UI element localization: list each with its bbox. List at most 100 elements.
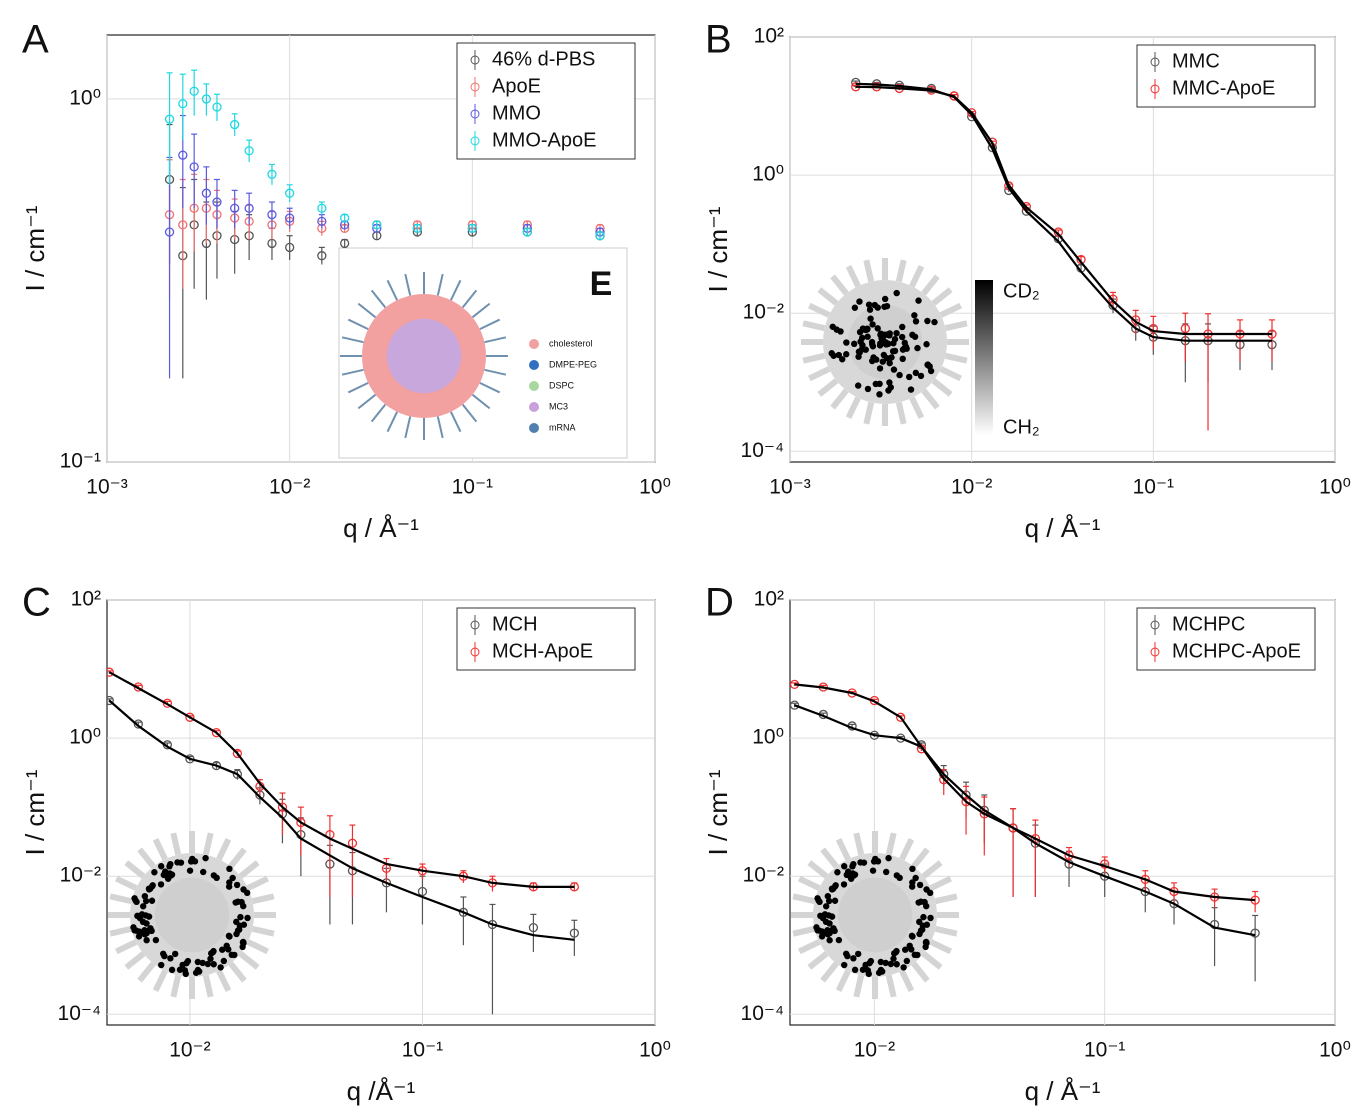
plot-layer <box>164 69 605 379</box>
x-tick-label: 10⁻² <box>854 1039 895 1062</box>
peg-chain <box>899 838 915 861</box>
inset-dot <box>877 958 885 966</box>
inset-dot <box>151 869 158 876</box>
inset-dot <box>141 892 149 900</box>
inset-dot <box>826 929 833 937</box>
data-point <box>1064 850 1074 861</box>
inset-dot <box>890 340 897 347</box>
inset-dot <box>881 339 888 347</box>
peg-chain <box>251 893 275 905</box>
peg-chain <box>124 860 146 879</box>
inset-dot <box>923 341 930 348</box>
inset-dot <box>924 361 932 368</box>
data-point <box>232 748 243 759</box>
inset-dot <box>890 366 898 373</box>
legend-box <box>1136 44 1316 108</box>
peg-chain <box>931 378 953 397</box>
peg-chain <box>124 951 146 970</box>
legend-box <box>456 607 636 671</box>
legend-box <box>1136 607 1316 671</box>
inset-dot <box>889 348 897 355</box>
peg-chain <box>449 411 462 433</box>
panel: 10⁻³ 10⁻² 10⁻¹ 10⁰ 10⁻⁴ 10⁻² 10⁰ 10² q / Å⁻¹ I / … <box>703 18 1351 543</box>
peg-chain <box>386 279 399 301</box>
inset-dot <box>177 859 185 866</box>
inset-dot <box>840 881 848 888</box>
inset-dot <box>236 922 244 929</box>
inset-dot <box>168 871 176 878</box>
inset-legend-dot <box>529 360 539 370</box>
inset-dot <box>883 868 890 876</box>
data-point <box>212 197 222 207</box>
legend-marker <box>470 109 480 119</box>
data-point <box>232 769 243 779</box>
inset-dot <box>923 886 930 893</box>
peg-chain <box>863 401 875 425</box>
inset-dot <box>148 883 156 890</box>
inset-dot <box>856 298 863 305</box>
legend-label: MMC <box>1172 50 1220 72</box>
inset-dot <box>210 961 217 968</box>
panel: 10⁻² 10⁻¹ 10⁰ 10⁻⁴ 10⁻² 10⁰ 10² q /Å⁻¹ I / cm⁻¹ C… <box>20 581 671 1106</box>
data-point <box>417 886 428 897</box>
inset-dot <box>139 903 147 910</box>
inset-dot <box>903 957 911 965</box>
inset-dot <box>931 318 938 326</box>
legend-label: MMO-ApoE <box>492 129 596 151</box>
peg-chain <box>357 393 377 410</box>
data-point <box>189 162 199 172</box>
peg-chain <box>830 388 849 410</box>
inset-dot <box>143 937 150 944</box>
inset-dot <box>906 373 913 381</box>
inset-dot <box>869 321 876 328</box>
data-point <box>244 146 254 156</box>
peg-chain <box>909 265 925 288</box>
data-point <box>372 220 382 230</box>
x-axis-label: q / Å⁻¹ <box>1025 513 1101 543</box>
peg-chain <box>246 875 269 891</box>
inset-dot <box>200 868 207 876</box>
data-point <box>267 210 277 220</box>
peg-chain <box>921 274 940 296</box>
data-point <box>317 203 327 213</box>
peg-chain <box>885 974 897 998</box>
inset-dot <box>226 933 233 940</box>
y-tick-label: 10⁰ <box>752 726 784 749</box>
data-point <box>212 102 222 112</box>
inset-legend-dot <box>529 339 539 349</box>
inset-dot <box>219 946 226 953</box>
inset-dot <box>900 964 907 971</box>
peg-chain <box>807 951 829 970</box>
x-axis-label: q /Å⁻¹ <box>347 1076 416 1106</box>
inset-dot <box>189 855 196 863</box>
peg-chain <box>939 366 962 382</box>
inset-dot <box>908 946 915 953</box>
inset-legend-dot <box>529 402 539 412</box>
panel-letter: C <box>22 581 51 625</box>
data-point <box>961 797 971 807</box>
x-tick-label: 10⁻² <box>269 476 310 499</box>
inset-dot <box>859 966 867 973</box>
peg-chain <box>202 832 214 856</box>
peg-chain <box>202 974 214 998</box>
inset-dot <box>914 951 921 959</box>
legend-marker <box>470 136 480 146</box>
particle-core <box>386 318 462 394</box>
peg-chain <box>347 381 369 394</box>
peg-chain <box>944 352 968 364</box>
inset-dot <box>867 315 874 322</box>
inset-dot <box>909 331 916 339</box>
inset-dot <box>893 872 901 879</box>
x-axis-label: q / Å⁻¹ <box>1025 1076 1101 1106</box>
legend-marker <box>1150 620 1160 630</box>
inset-dot <box>893 961 900 968</box>
data-point <box>107 667 114 677</box>
fit-line <box>108 671 575 888</box>
inset-dot <box>238 898 245 906</box>
inset-dot <box>857 338 864 345</box>
peg-chain <box>137 961 156 983</box>
inset-dot <box>835 936 843 944</box>
inset-dot <box>869 867 877 874</box>
peg-chain <box>370 403 387 423</box>
peg-chain <box>404 416 412 439</box>
